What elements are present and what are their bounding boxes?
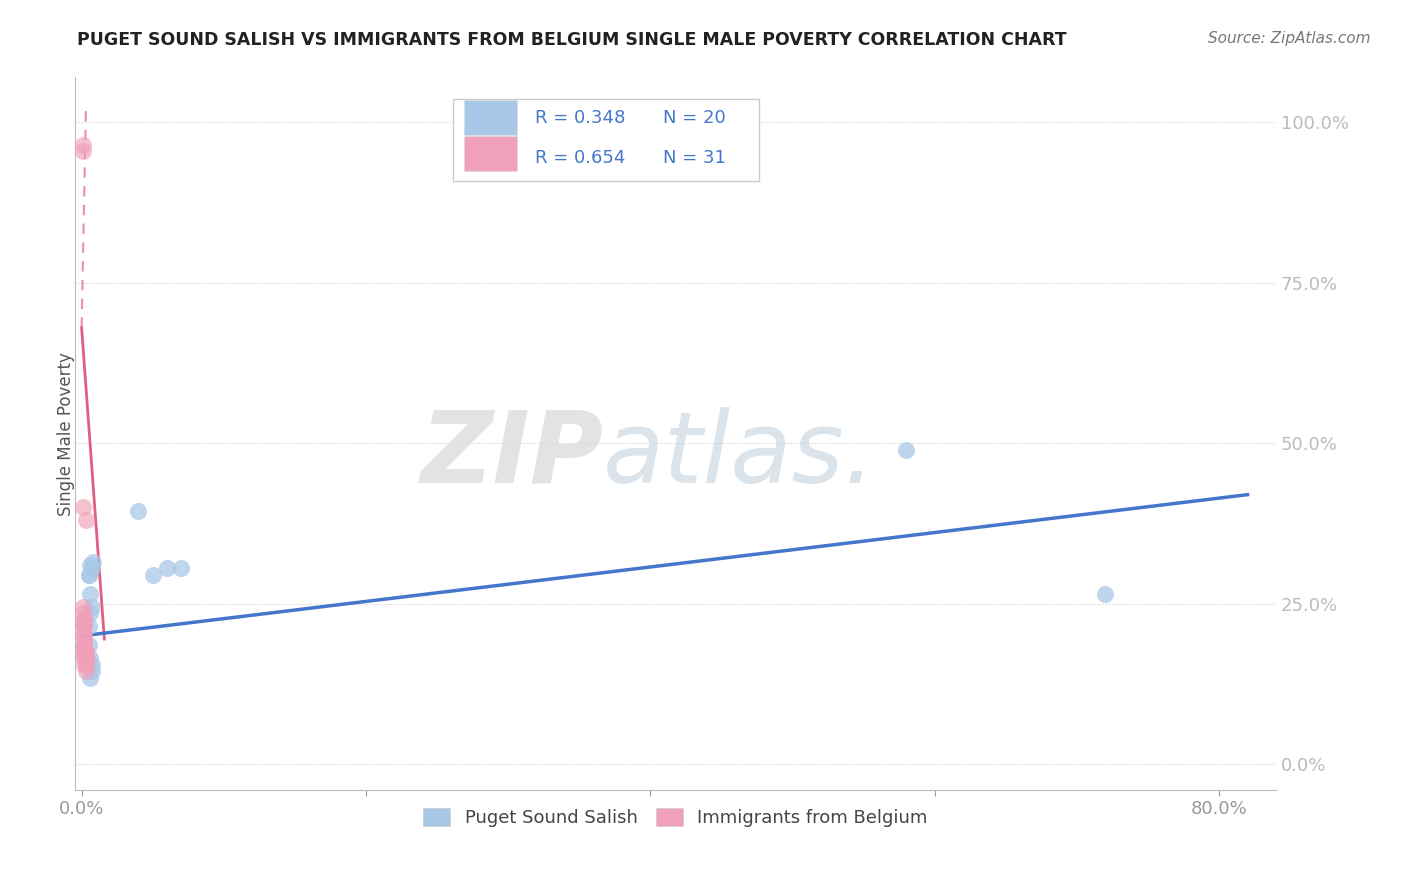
Point (156, 561, 179, 575)
Point (72, 145, 94, 159)
Y-axis label: Single Male Poverty: Single Male Poverty (58, 351, 75, 516)
Text: R = 0.654: R = 0.654 (534, 149, 626, 167)
Point (896, 442, 918, 457)
Point (80, 664, 103, 678)
Point (75, 655, 97, 669)
Point (73, 619, 96, 633)
Point (72, 599, 94, 614)
Text: N = 20: N = 20 (664, 110, 725, 128)
Point (73, 657, 96, 672)
Point (72, 615, 94, 630)
Point (170, 561, 193, 575)
Point (73, 629, 96, 643)
Point (72, 137, 94, 152)
Text: R = 0.348: R = 0.348 (534, 110, 626, 128)
Point (80, 599, 103, 614)
Point (77, 567, 100, 582)
Point (75, 645, 97, 659)
Point (82, 555, 104, 569)
Point (80, 561, 103, 575)
Point (79, 607, 101, 621)
Point (73, 632, 96, 646)
Point (75, 645, 97, 659)
Point (73, 613, 96, 627)
Point (73, 645, 96, 659)
Point (80, 657, 103, 672)
Point (72, 625, 94, 640)
FancyBboxPatch shape (464, 101, 516, 135)
Point (128, 504, 150, 518)
Point (77, 567, 100, 582)
Text: Source: ZipAtlas.com: Source: ZipAtlas.com (1208, 31, 1371, 46)
Point (1094, 587, 1116, 601)
Point (73, 639, 96, 653)
FancyBboxPatch shape (464, 136, 516, 170)
Point (73, 619, 96, 633)
Point (75, 651, 97, 665)
Legend: Puget Sound Salish, Immigrants from Belgium: Puget Sound Salish, Immigrants from Belg… (416, 800, 935, 834)
Point (75, 513, 97, 527)
Point (73, 651, 96, 665)
Point (73, 641, 96, 656)
Point (79, 558, 101, 573)
Text: N = 31: N = 31 (664, 149, 725, 167)
Point (73, 651, 96, 665)
Point (72, 500, 94, 515)
Text: atlas.: atlas. (603, 407, 876, 504)
Point (75, 657, 97, 672)
Point (77, 619, 100, 633)
Point (73, 645, 96, 659)
Point (79, 671, 101, 685)
Point (79, 587, 101, 601)
FancyBboxPatch shape (453, 99, 759, 181)
Text: PUGET SOUND SALISH VS IMMIGRANTS FROM BELGIUM SINGLE MALE POVERTY CORRELATION CH: PUGET SOUND SALISH VS IMMIGRANTS FROM BE… (77, 31, 1067, 49)
Point (73, 639, 96, 653)
Point (73, 645, 96, 659)
Point (142, 567, 165, 582)
Point (75, 651, 97, 665)
Point (79, 651, 101, 665)
Point (73, 613, 96, 627)
Point (72, 607, 94, 621)
Point (75, 664, 97, 678)
Text: ZIP: ZIP (420, 407, 603, 504)
Point (73, 639, 96, 653)
Point (77, 639, 100, 653)
